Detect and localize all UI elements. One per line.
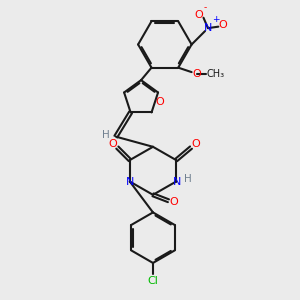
Text: N: N xyxy=(204,23,212,33)
Text: N: N xyxy=(126,176,134,187)
Text: O: O xyxy=(218,20,227,30)
Text: Cl: Cl xyxy=(148,276,158,286)
Text: CH₃: CH₃ xyxy=(206,69,224,79)
Text: O: O xyxy=(194,10,203,20)
Text: H: H xyxy=(102,130,110,140)
Text: H: H xyxy=(184,174,191,184)
Text: O: O xyxy=(109,139,117,149)
Text: O: O xyxy=(193,69,201,79)
Text: O: O xyxy=(156,98,164,107)
Text: O: O xyxy=(191,139,200,149)
Text: N: N xyxy=(172,176,181,187)
Text: O: O xyxy=(169,197,178,207)
Text: +: + xyxy=(212,15,219,24)
Text: -: - xyxy=(203,3,207,12)
